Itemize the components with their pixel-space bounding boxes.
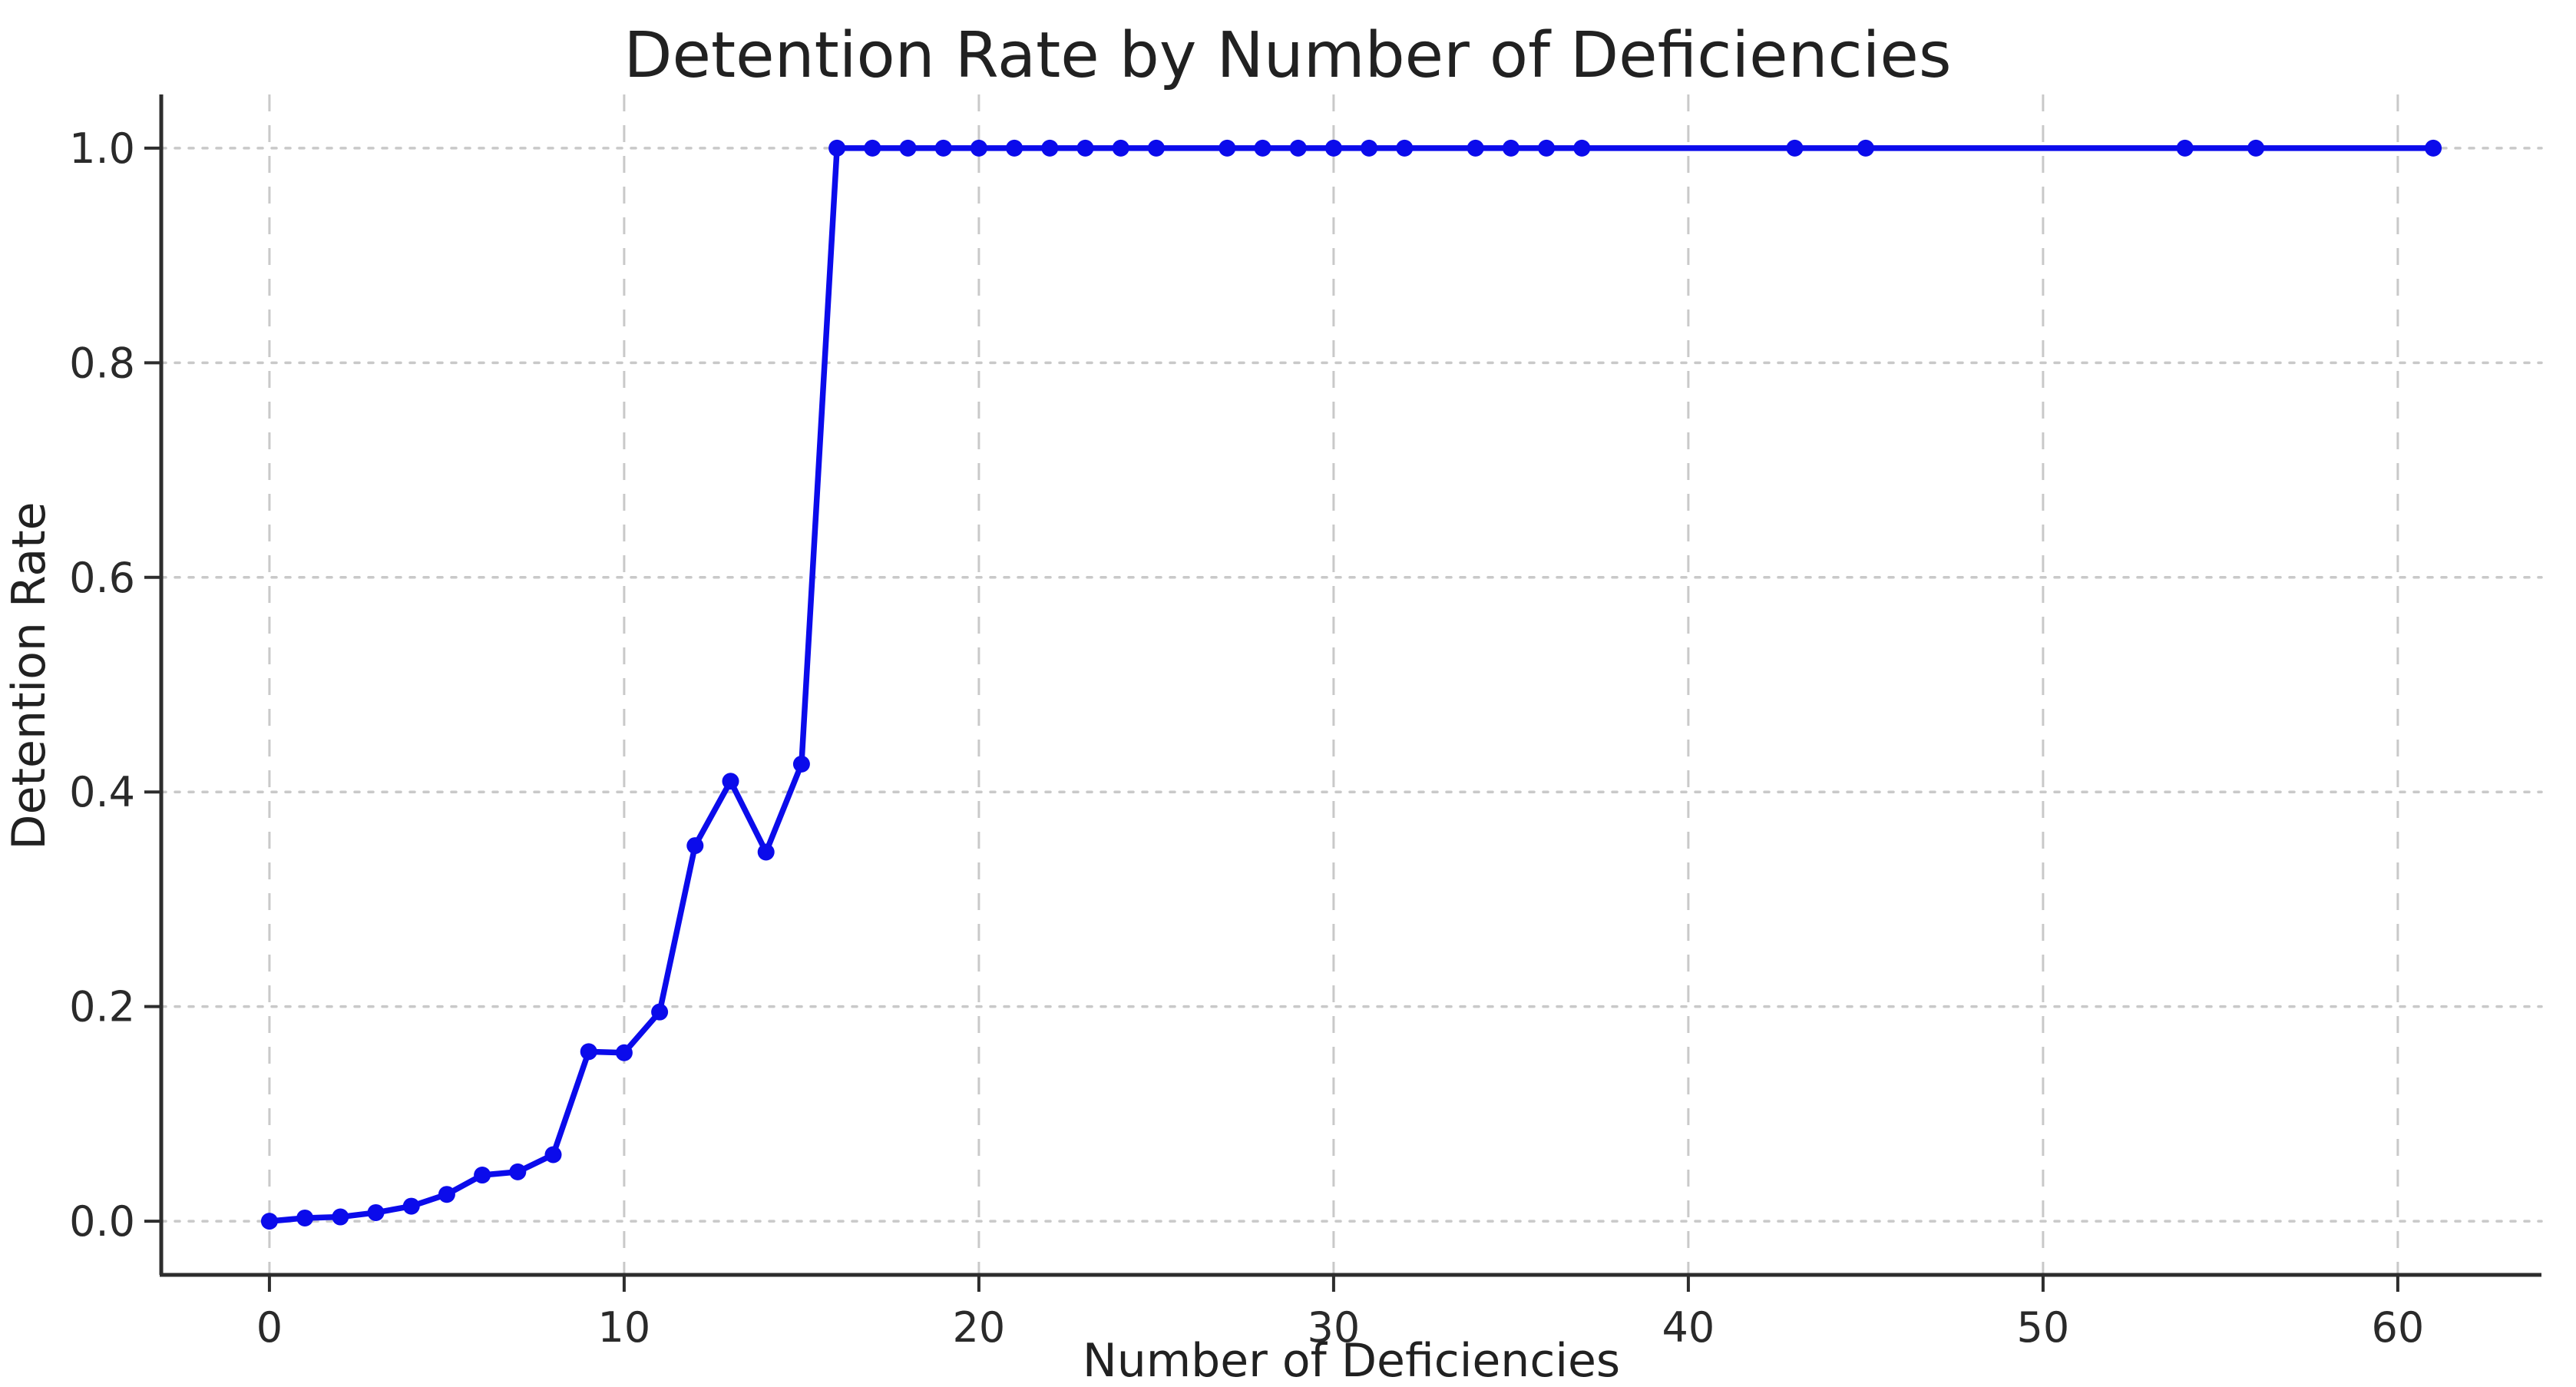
y-tick-labels: 0.0 0.2 0.4 0.6 0.8 1.0 xyxy=(69,124,135,1246)
x-tick-label: 10 xyxy=(598,1303,651,1352)
v-gridlines xyxy=(268,94,2399,1275)
data-point xyxy=(1786,139,1804,157)
series xyxy=(260,139,2442,1230)
data-point xyxy=(2247,139,2265,157)
data-point xyxy=(686,837,704,855)
data-point xyxy=(1147,139,1165,157)
data-point xyxy=(2176,139,2194,157)
x-tick-label: 0 xyxy=(256,1303,283,1352)
y-tick-label: 0.8 xyxy=(69,339,135,387)
x-tick-label: 20 xyxy=(953,1303,1006,1352)
data-point xyxy=(580,1043,597,1061)
data-point xyxy=(296,1209,314,1226)
data-line xyxy=(266,145,2436,1224)
x-ticks xyxy=(267,1275,2399,1292)
data-point xyxy=(1254,139,1271,157)
data-point xyxy=(1573,139,1591,157)
data-point xyxy=(615,1044,633,1061)
x-tick-label: 30 xyxy=(1308,1303,1361,1352)
data-point xyxy=(970,139,987,157)
x-tick-label: 50 xyxy=(2017,1303,2070,1352)
data-point xyxy=(2425,139,2442,157)
data-point xyxy=(438,1186,455,1203)
data-point xyxy=(864,139,881,157)
y-tick-label: 0.0 xyxy=(69,1197,135,1246)
data-point xyxy=(1289,139,1307,157)
data-point xyxy=(1112,139,1129,157)
data-point xyxy=(1538,139,1556,157)
data-point xyxy=(1467,139,1484,157)
data-point xyxy=(402,1197,420,1215)
y-tick-label: 0.2 xyxy=(69,983,135,1031)
data-point xyxy=(1857,139,1874,157)
data-point xyxy=(1324,139,1342,157)
data-point xyxy=(722,773,739,790)
data-point xyxy=(828,139,846,157)
h-gridlines xyxy=(160,147,2543,1223)
chart-title: Detention Rate by Number of Deficiencies xyxy=(623,19,1951,92)
data-point xyxy=(474,1167,491,1184)
data-point xyxy=(260,1213,278,1230)
data-point xyxy=(651,1003,669,1021)
data-point xyxy=(1041,139,1059,157)
y-tick-label: 0.4 xyxy=(69,768,135,816)
axes xyxy=(159,94,2541,1277)
data-point xyxy=(792,755,810,773)
data-point xyxy=(934,139,952,157)
data-point xyxy=(1502,139,1519,157)
y-ticks xyxy=(144,146,161,1223)
data-point xyxy=(1361,139,1378,157)
x-axis-label: Number of Deficiencies xyxy=(1083,1334,1620,1383)
data-point xyxy=(367,1203,385,1221)
x-tick-label: 60 xyxy=(2372,1303,2425,1352)
data-point xyxy=(1219,139,1236,157)
data-point xyxy=(1076,139,1094,157)
data-point xyxy=(1006,139,1023,157)
x-tick-label: 40 xyxy=(1662,1303,1715,1352)
data-point xyxy=(1396,139,1414,157)
y-tick-label: 0.6 xyxy=(69,554,135,602)
data-point xyxy=(544,1146,562,1164)
data-point xyxy=(509,1163,527,1180)
data-point xyxy=(899,139,917,157)
y-tick-label: 1.0 xyxy=(69,124,135,173)
x-tick-labels: 0 10 20 30 40 50 60 xyxy=(256,1303,2425,1352)
data-point xyxy=(332,1208,349,1226)
data-point xyxy=(757,843,775,861)
y-axis-label: Detention Rate xyxy=(2,502,56,849)
